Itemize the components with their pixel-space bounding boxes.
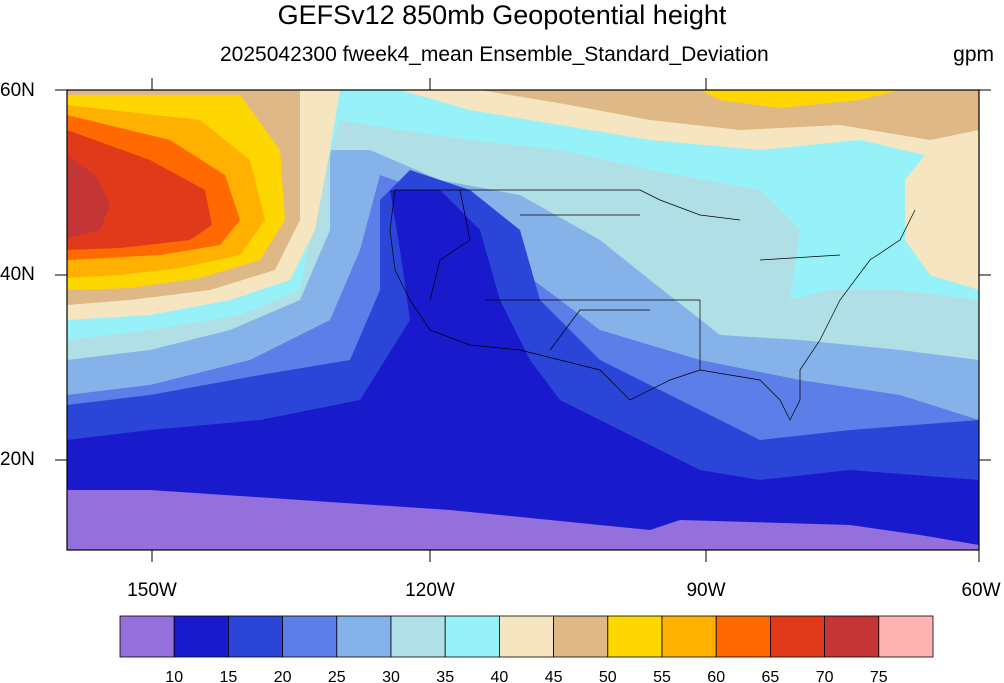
legend-swatch [336,615,392,658]
legend-swatch [444,615,500,658]
lon-label-150w: 150W [127,580,177,601]
lon-label-120w: 120W [405,580,455,601]
legend-swatch [661,615,717,658]
field-band-45-east [400,90,979,290]
legend-label: 10 [165,669,183,683]
map-subtitle: 2025042300 fweek4_mean Ensemble_Standard… [220,43,769,66]
legend-label: 30 [382,669,400,683]
legend-label: 75 [870,669,888,683]
legend-swatch [607,615,663,658]
legend-swatch [390,615,446,658]
legend-label: 20 [274,669,292,683]
units-label: gpm [953,43,994,66]
field-band-50-east [480,90,979,140]
lat-label-20n: 20N [0,449,35,470]
map-title: GEFSv12 850mb Geopotential height [277,0,727,30]
legend-swatch [282,615,338,658]
legend-swatch [227,615,283,658]
field-band-15 [67,190,979,550]
legend-label: 15 [220,669,238,683]
legend-swatch [770,615,826,658]
legend-label: 50 [599,669,617,683]
legend-label: 60 [707,669,725,683]
legend-label: 70 [816,669,834,683]
legend-swatch [553,615,609,658]
legend-label: 40 [491,669,509,683]
legend-label: 45 [545,669,563,683]
lat-label-60n: 60N [0,80,35,101]
field-band-75 [67,155,110,238]
legend-label: 25 [328,669,346,683]
legend-swatch [119,615,175,658]
legend-label: 55 [653,669,671,683]
field-band-55-east [700,90,900,108]
lon-label-60w: 60W [961,580,1001,601]
legend-label: 65 [762,669,780,683]
legend-swatch [498,615,554,658]
coastlines [389,189,916,421]
legend-swatch [824,615,880,658]
legend-swatch [715,615,771,658]
axis-ticks [55,78,991,562]
lat-label-40n: 40N [0,264,35,285]
lon-label-90w: 90W [686,580,726,601]
field-band-10 [67,490,979,550]
legend-swatch [878,615,934,658]
map-frame [66,89,980,551]
legend-label: 35 [436,669,454,683]
legend-swatch [173,615,229,658]
